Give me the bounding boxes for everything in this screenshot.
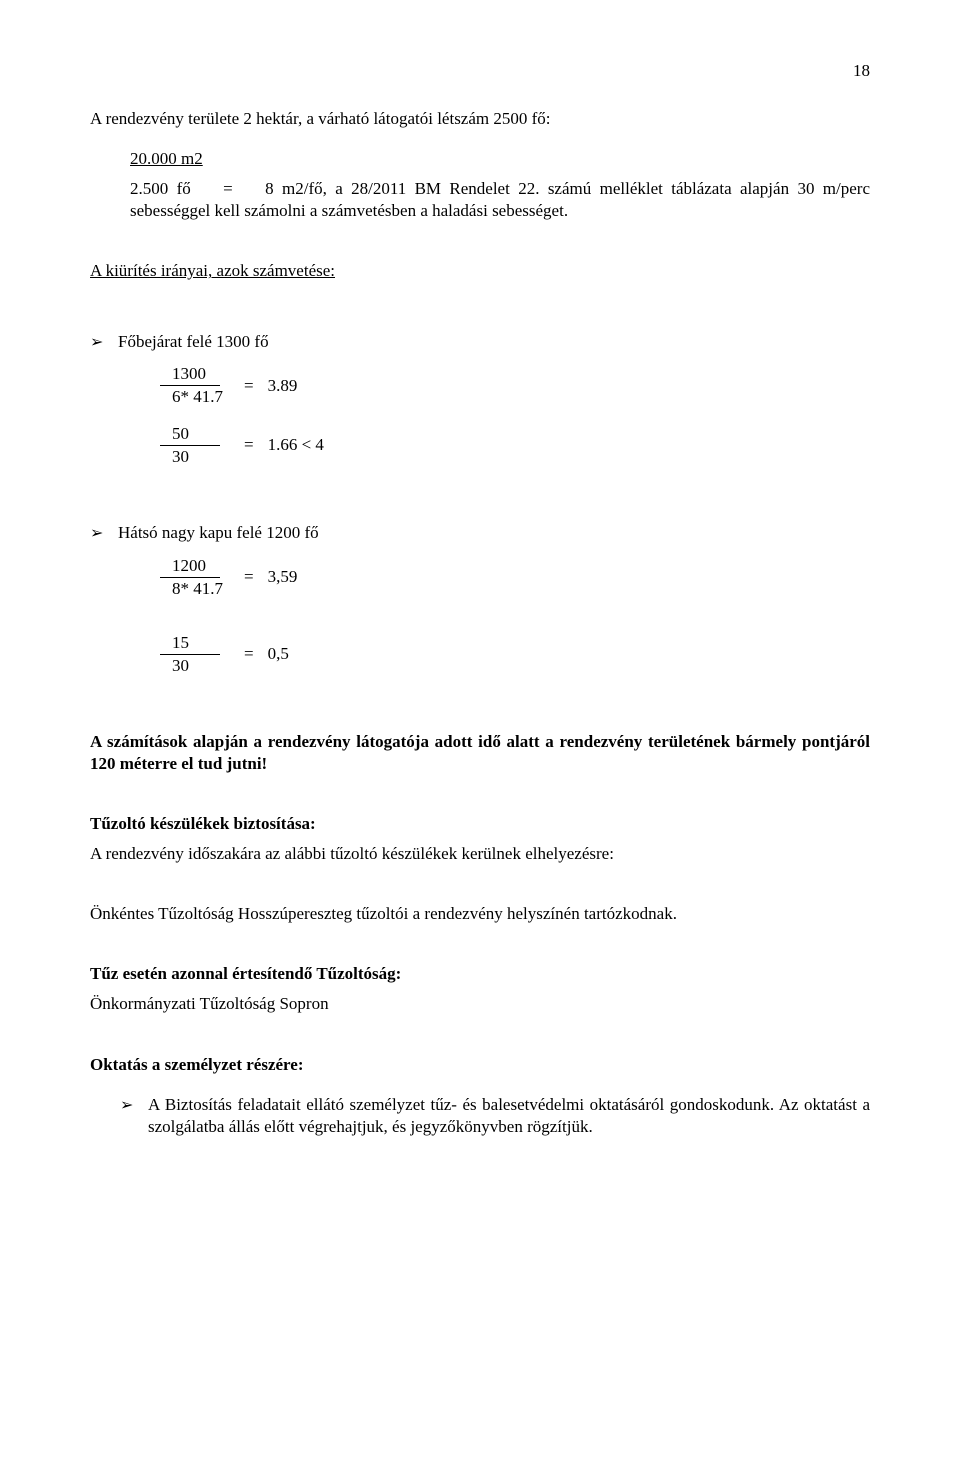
main-entrance-section: ➢ Főbejárat felé 1300 fő — [90, 331, 870, 354]
main-frac2-den: 30 — [160, 446, 220, 468]
main-frac1-num: 1300 — [160, 363, 220, 386]
arrow-icon: ➢ — [90, 524, 108, 545]
main-frac2: 50 30 = 1.66 < 4 — [160, 423, 870, 468]
back-frac1-eq: = — [244, 566, 254, 588]
main-frac2-val: 1.66 < 4 — [268, 434, 338, 456]
back-frac1-num: 1200 — [160, 555, 220, 578]
back-frac1: 1200 8* 41.7 = 3,59 — [160, 555, 870, 600]
notify-text: Önkormányzati Tűzoltóság Sopron — [90, 993, 870, 1015]
intro-calc-eq: = — [223, 179, 233, 198]
back-frac2: 15 30 = 0,5 — [160, 632, 870, 677]
main-frac1-eq: = — [244, 375, 254, 397]
conclusion: A számítások alapján a rendezvény látoga… — [90, 731, 870, 775]
main-frac1: 1300 6* 41.7 = 3.89 — [160, 363, 870, 408]
back-frac2-val: 0,5 — [268, 643, 338, 665]
intro-calc-result: 8 m2/fő, a 28/2011 BM Rendelet 22. számú… — [130, 179, 870, 220]
training-heading: Oktatás a személyzet részére: — [90, 1054, 870, 1076]
extinguishers-text: A rendezvény időszakára az alábbi tűzolt… — [90, 843, 870, 865]
training-bullet-text: A Biztosítás feladatait ellátó személyze… — [148, 1094, 870, 1138]
back-frac2-eq: = — [244, 643, 254, 665]
main-frac2-num: 50 — [160, 423, 220, 446]
back-frac2-num: 15 — [160, 632, 220, 655]
back-gate-section: ➢ Hátsó nagy kapu felé 1200 fő — [90, 522, 870, 545]
arrow-icon: ➢ — [120, 1096, 138, 1117]
intro-calc-den: 2.500 fő — [130, 179, 191, 198]
main-frac1-val: 3.89 — [268, 375, 338, 397]
arrow-icon: ➢ — [90, 333, 108, 354]
back-gate-label: Hátsó nagy kapu felé 1200 fő — [118, 522, 319, 544]
main-frac1-den: 6* 41.7 — [160, 386, 229, 408]
directions-heading: A kiürítés irányai, azok számvetése: — [90, 260, 870, 282]
intro-calc-line2: 2.500 fő = 8 m2/fő, a 28/2011 BM Rendele… — [130, 178, 870, 222]
back-frac1-val: 3,59 — [268, 566, 338, 588]
training-bullet: ➢ A Biztosítás feladatait ellátó személy… — [120, 1094, 870, 1138]
back-frac2-den: 30 — [160, 655, 220, 677]
intro-calc-num: 20.000 m2 — [130, 149, 203, 168]
intro-line: A rendezvény területe 2 hektár, a várhat… — [90, 108, 870, 130]
main-entrance-label: Főbejárat felé 1300 fő — [118, 331, 269, 353]
main-frac2-eq: = — [244, 434, 254, 456]
page-number: 18 — [90, 60, 870, 82]
volunteer-text: Önkéntes Tűzoltóság Hosszúpereszteg tűzo… — [90, 903, 870, 925]
back-frac1-den: 8* 41.7 — [160, 578, 229, 600]
extinguishers-heading: Tűzoltó készülékek biztosítása: — [90, 813, 870, 835]
notify-heading: Tűz esetén azonnal értesítendő Tűzoltósá… — [90, 963, 870, 985]
intro-calc-line1: 20.000 m2 — [130, 148, 870, 170]
